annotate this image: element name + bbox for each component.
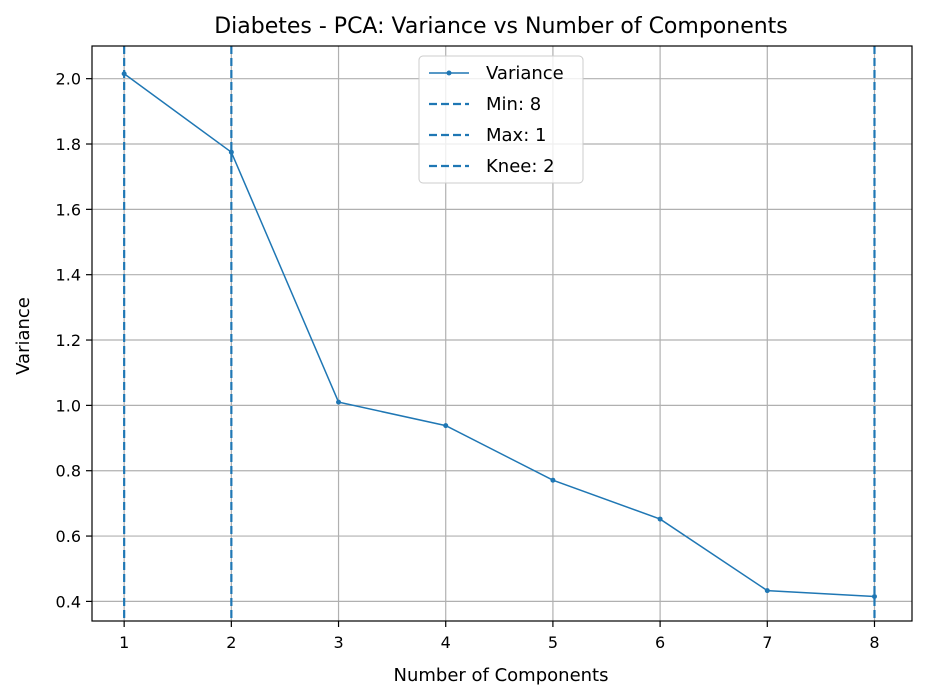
x-tick-label: 7 [762,633,772,652]
y-axis-ticks: 0.4 0.6 0.8 1.0 1.2 1.4 1.6 1.8 2.0 [56,70,92,611]
data-point [871,593,877,599]
y-tick-label: 1.4 [56,266,81,285]
y-tick-label: 2.0 [56,70,81,89]
data-point [443,423,449,429]
legend-entry-min: Min: 8 [429,94,541,115]
data-point [550,477,556,483]
y-tick-label: 1.2 [56,331,81,350]
data-point [764,588,770,594]
chart-title: Diabetes - PCA: Variance vs Number of Co… [214,14,788,39]
plot-frame [91,45,913,622]
x-tick-label: 3 [333,633,343,652]
legend-label-variance: Variance [486,63,564,84]
x-tick-label: 2 [226,633,236,652]
legend-marker-variance [446,70,452,76]
y-tick-label: 0.4 [56,592,81,611]
data-point [228,149,234,155]
legend-entry-variance: Variance [429,63,564,84]
legend-entry-knee: Knee: 2 [429,156,555,177]
x-tick-label: 8 [869,633,879,652]
data-point [336,399,342,405]
series-line-variance [123,73,875,598]
legend-box [418,55,584,184]
y-axis-label: Variance [13,297,34,375]
y-tick-label: 0.6 [56,527,81,546]
data-point [121,71,127,77]
series-group [121,71,877,599]
x-tick-label: 4 [441,633,451,652]
y-tick-label: 1.0 [56,396,81,415]
x-axis-label: Number of Components [394,665,609,686]
x-tick-label: 6 [655,633,665,652]
data-point [657,516,663,522]
legend-label-min: Min: 8 [486,94,541,115]
legend-label-knee: Knee: 2 [486,156,555,177]
y-tick-label: 1.8 [56,135,81,154]
legend-label-max: Max: 1 [486,125,546,146]
x-tick-label: 5 [548,633,558,652]
legend-entry-max: Max: 1 [429,125,546,146]
x-tick-label: 1 [119,633,129,652]
y-tick-label: 1.6 [56,200,81,219]
x-axis-ticks: 1 2 3 4 5 6 7 8 [119,621,880,652]
y-tick-label: 0.8 [56,462,81,481]
legend: Variance Min: 8 Max: 1 Knee: 2 [418,55,584,184]
